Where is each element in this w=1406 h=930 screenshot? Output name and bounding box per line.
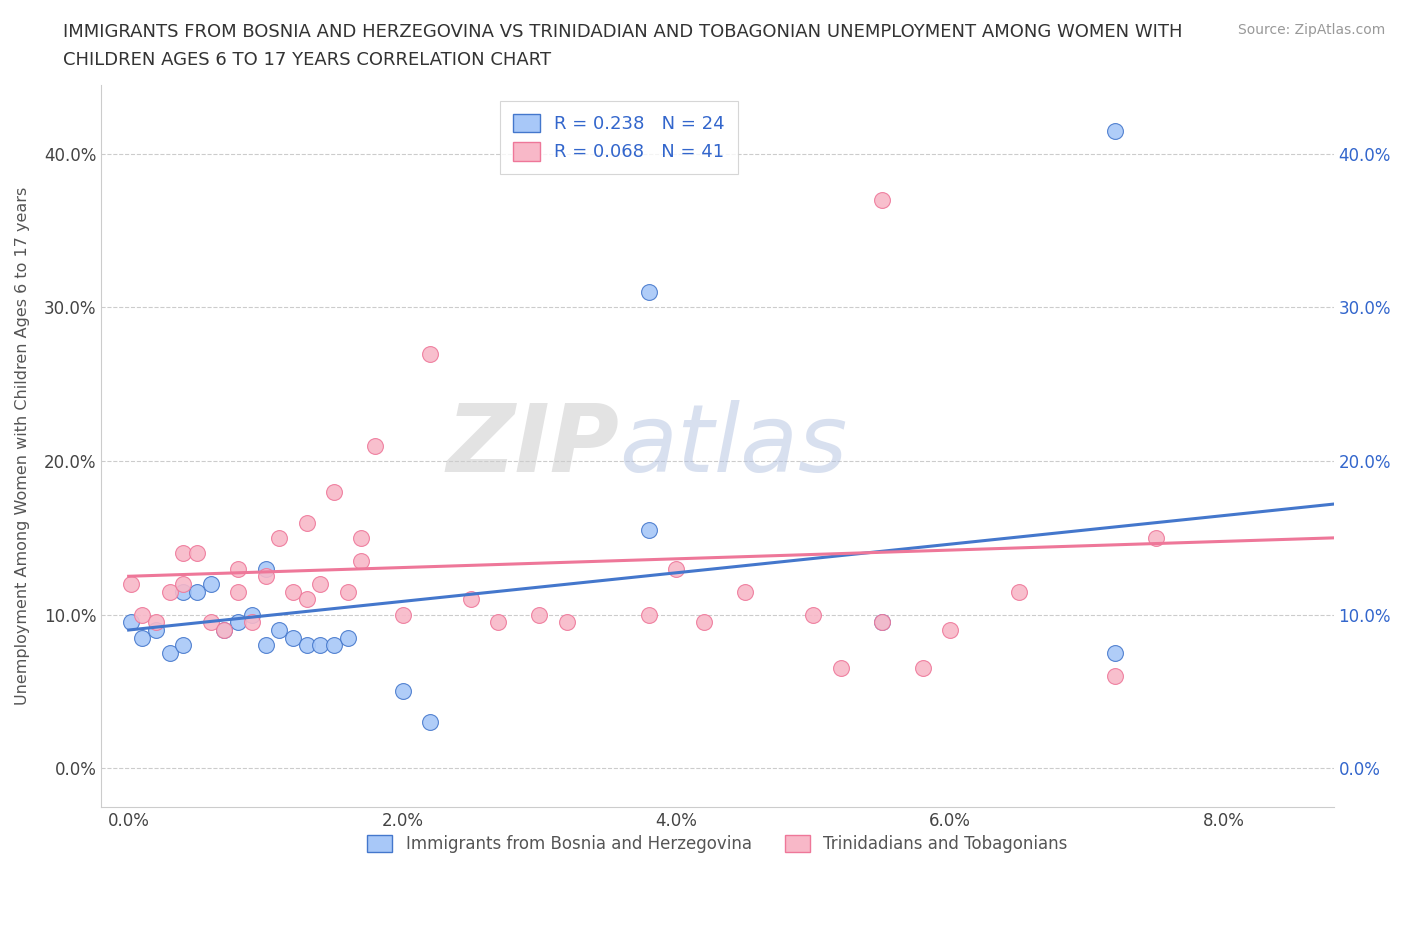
Point xyxy=(254,561,277,576)
Text: ZIP: ZIP xyxy=(446,400,619,492)
Point xyxy=(486,615,509,630)
Point xyxy=(693,615,716,630)
Point xyxy=(734,584,756,599)
Point xyxy=(870,615,893,630)
Point xyxy=(638,285,661,299)
Point xyxy=(186,584,208,599)
Point xyxy=(200,615,222,630)
Point xyxy=(323,485,346,499)
Point xyxy=(120,615,142,630)
Point xyxy=(214,622,236,637)
Point xyxy=(939,622,962,637)
Point xyxy=(145,622,167,637)
Point xyxy=(159,645,181,660)
Text: IMMIGRANTS FROM BOSNIA AND HERZEGOVINA VS TRINIDADIAN AND TOBAGONIAN UNEMPLOYMEN: IMMIGRANTS FROM BOSNIA AND HERZEGOVINA V… xyxy=(63,23,1182,41)
Point xyxy=(870,193,893,207)
Point xyxy=(638,607,661,622)
Point xyxy=(254,569,277,584)
Point xyxy=(870,615,893,630)
Point xyxy=(830,661,852,676)
Point xyxy=(172,546,194,561)
Point xyxy=(131,631,153,645)
Text: CHILDREN AGES 6 TO 17 YEARS CORRELATION CHART: CHILDREN AGES 6 TO 17 YEARS CORRELATION … xyxy=(63,51,551,69)
Point xyxy=(364,438,387,453)
Point xyxy=(120,577,142,591)
Point xyxy=(1008,584,1031,599)
Legend: Immigrants from Bosnia and Herzegovina, Trinidadians and Tobagonians: Immigrants from Bosnia and Herzegovina, … xyxy=(360,829,1074,859)
Point xyxy=(186,546,208,561)
Point xyxy=(336,631,359,645)
Point xyxy=(240,615,263,630)
Point xyxy=(295,515,318,530)
Point xyxy=(269,530,291,545)
Point xyxy=(638,523,661,538)
Point xyxy=(295,591,318,606)
Point xyxy=(419,346,441,361)
Point xyxy=(240,607,263,622)
Point xyxy=(309,638,332,653)
Point xyxy=(350,553,373,568)
Point xyxy=(226,561,249,576)
Point xyxy=(281,584,304,599)
Point xyxy=(281,631,304,645)
Point xyxy=(269,622,291,637)
Point xyxy=(145,615,167,630)
Point xyxy=(172,577,194,591)
Point xyxy=(131,607,153,622)
Point xyxy=(1144,530,1167,545)
Point xyxy=(295,638,318,653)
Point xyxy=(323,638,346,653)
Point xyxy=(200,577,222,591)
Point xyxy=(214,622,236,637)
Point xyxy=(391,607,413,622)
Point xyxy=(555,615,578,630)
Point xyxy=(801,607,824,622)
Text: Source: ZipAtlas.com: Source: ZipAtlas.com xyxy=(1237,23,1385,37)
Point xyxy=(1104,124,1126,139)
Point xyxy=(391,684,413,699)
Y-axis label: Unemployment Among Women with Children Ages 6 to 17 years: Unemployment Among Women with Children A… xyxy=(15,187,30,705)
Point xyxy=(226,615,249,630)
Point xyxy=(254,638,277,653)
Point xyxy=(665,561,688,576)
Point xyxy=(350,530,373,545)
Point xyxy=(159,584,181,599)
Point xyxy=(419,715,441,730)
Point xyxy=(172,584,194,599)
Point xyxy=(460,591,482,606)
Point xyxy=(1104,645,1126,660)
Point xyxy=(336,584,359,599)
Text: atlas: atlas xyxy=(619,400,846,491)
Point xyxy=(529,607,551,622)
Point xyxy=(226,584,249,599)
Point xyxy=(911,661,934,676)
Point xyxy=(309,577,332,591)
Point xyxy=(172,638,194,653)
Point xyxy=(1104,669,1126,684)
